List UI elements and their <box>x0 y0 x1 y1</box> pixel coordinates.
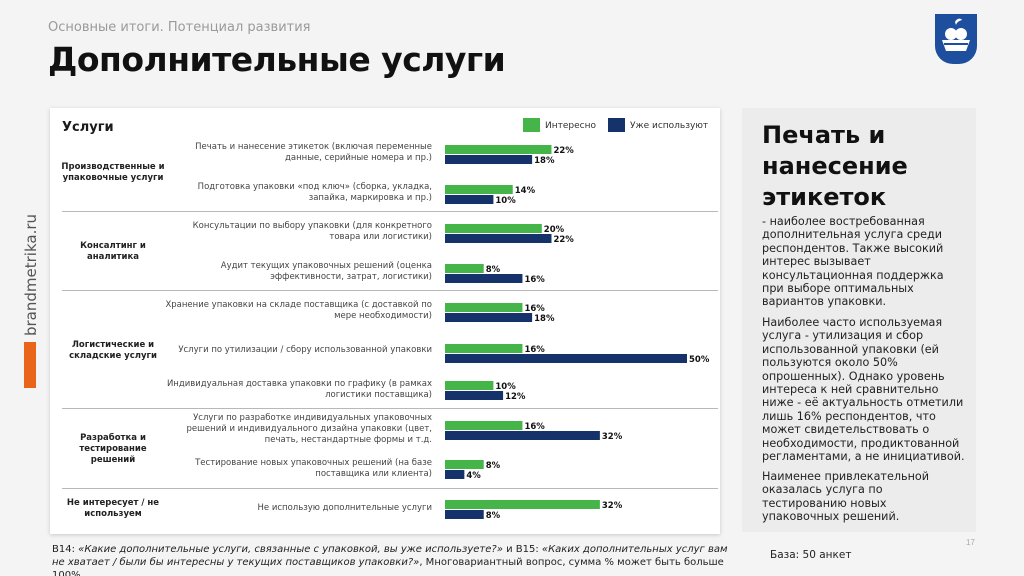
item-label: Печать и нанесение этикеток (включая пер… <box>195 142 432 163</box>
group-separator <box>62 488 718 489</box>
bar-value-label: 16% <box>524 422 545 432</box>
group-label-consulting: Консалтинг и аналитика <box>80 241 146 262</box>
bar-using <box>445 195 494 204</box>
site-url: brandmetrika.ru <box>22 213 40 337</box>
item-label: Хранение упаковки на складе поставщика (… <box>165 300 432 321</box>
bar-value-label: 14% <box>515 186 536 196</box>
fruit-basket-logo-icon <box>935 14 977 64</box>
footnote-q1-text: «Какие дополнительные услуги, связанные … <box>78 544 503 555</box>
bar-value-label: 50% <box>689 355 710 365</box>
section-subtitle: Основные итоги. Потенциал развития <box>48 20 311 35</box>
side-title: Печать и нанесение этикеток <box>762 121 908 211</box>
bar-value-label: 8% <box>486 265 501 275</box>
item-label: Услуги по утилизации / сбору использован… <box>178 345 432 355</box>
bar-value-label: 12% <box>505 392 526 402</box>
item-label: Индивидуальная доставка упаковки по граф… <box>166 379 432 400</box>
item-label: Не использую дополнительные услуги <box>257 503 432 513</box>
bar-chart: 22%18%14%10%20%22%8%16%16%18%16%50%10%12… <box>445 145 710 521</box>
footnote-tail: , Многовариантный вопрос, сумма % может … <box>52 557 724 576</box>
bar-using <box>445 234 552 243</box>
bar-interested <box>445 460 484 469</box>
group-separator <box>62 211 718 212</box>
bar-using <box>445 510 484 519</box>
bar-using <box>445 470 465 479</box>
bar-using <box>445 354 687 363</box>
bar-interested <box>445 344 523 353</box>
chart-panel: Услуги Интересно Уже используют Производ… <box>50 108 720 534</box>
item-label: Консультации по выбору упаковки (для кон… <box>192 221 432 242</box>
bar-value-label: 4% <box>466 471 481 481</box>
bar-value-label: 16% <box>524 275 545 285</box>
item-label: Подготовка упаковки «под ключ» (сборка, … <box>197 182 432 203</box>
bar-value-label: 20% <box>544 225 565 235</box>
legend-label-using: Уже используют <box>630 121 709 131</box>
bar-interested <box>445 303 523 312</box>
chart-title: Услуги <box>62 120 114 135</box>
bar-interested <box>445 500 600 509</box>
bar-value-label: 22% <box>553 146 574 156</box>
bar-value-label: 16% <box>524 304 545 314</box>
page-number: 17 <box>966 538 975 547</box>
bar-using <box>445 274 523 283</box>
bar-using <box>445 313 533 322</box>
bar-interested <box>445 421 523 430</box>
group-label-production: Производственные и упаковочные услуги <box>61 162 165 183</box>
bar-interested <box>445 145 552 154</box>
item-label: Аудит текущих упаковочных решений (оценк… <box>220 261 432 282</box>
bar-value-label: 8% <box>486 511 501 521</box>
group-label-development: Разработка и тестирование решений <box>79 433 147 465</box>
side-paragraph: Наиболее часто используемая услуга - ути… <box>762 316 965 464</box>
page-title: Дополнительные услуги <box>48 40 506 79</box>
item-label: Тестирование новых упаковочных решений (… <box>195 458 432 479</box>
group-separator <box>62 290 718 291</box>
bar-value-label: 32% <box>602 501 623 511</box>
bar-using <box>445 431 600 440</box>
bar-using <box>445 155 533 164</box>
bar-interested <box>445 381 494 390</box>
site-vertical-text: brandmetrika.ru <box>21 213 41 337</box>
base-count: База: 50 анкет <box>770 549 852 561</box>
bar-value-label: 32% <box>602 432 623 442</box>
group-label-not-interested: Не интересует / не используем <box>66 498 160 519</box>
legend-swatch-interested <box>523 118 540 132</box>
bar-interested <box>445 224 542 233</box>
footnote-q1-code: B14: <box>52 544 79 555</box>
footnote-q2-text: «Каких дополнительных услуг вам не хвата… <box>52 544 728 568</box>
item-label: Услуги по разработке индивидуальных упак… <box>186 413 432 445</box>
bar-using <box>445 391 504 400</box>
side-paragraph: Наименее привлекательной оказалась услуг… <box>762 470 929 524</box>
side-panel: Печать и нанесение этикеток - наиболее в… <box>742 108 976 532</box>
accent-bar <box>24 342 36 388</box>
bar-interested <box>445 185 513 194</box>
bar-value-label: 10% <box>495 382 516 392</box>
bar-value-label: 22% <box>553 235 574 245</box>
bar-value-label: 16% <box>524 345 545 355</box>
bar-value-label: 18% <box>534 156 555 166</box>
legend-swatch-using <box>608 118 625 132</box>
group-label-logistics: Логистические и складские услуги <box>69 340 157 361</box>
footnote: B14: «Какие дополнительные услуги, связа… <box>52 543 732 576</box>
bar-value-label: 18% <box>534 314 555 324</box>
bar-value-label: 10% <box>495 196 516 206</box>
side-paragraph: - наиболее востребованная дополнительная… <box>762 215 944 309</box>
legend-label-interested: Интересно <box>545 121 596 131</box>
bar-interested <box>445 264 484 273</box>
bar-value-label: 8% <box>486 461 501 471</box>
footnote-joiner: и B15: <box>502 544 542 555</box>
group-separator <box>62 408 718 409</box>
